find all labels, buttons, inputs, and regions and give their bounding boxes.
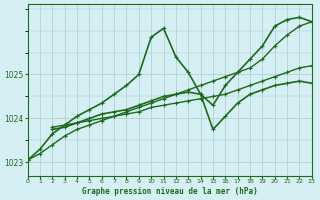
X-axis label: Graphe pression niveau de la mer (hPa): Graphe pression niveau de la mer (hPa) xyxy=(82,187,258,196)
